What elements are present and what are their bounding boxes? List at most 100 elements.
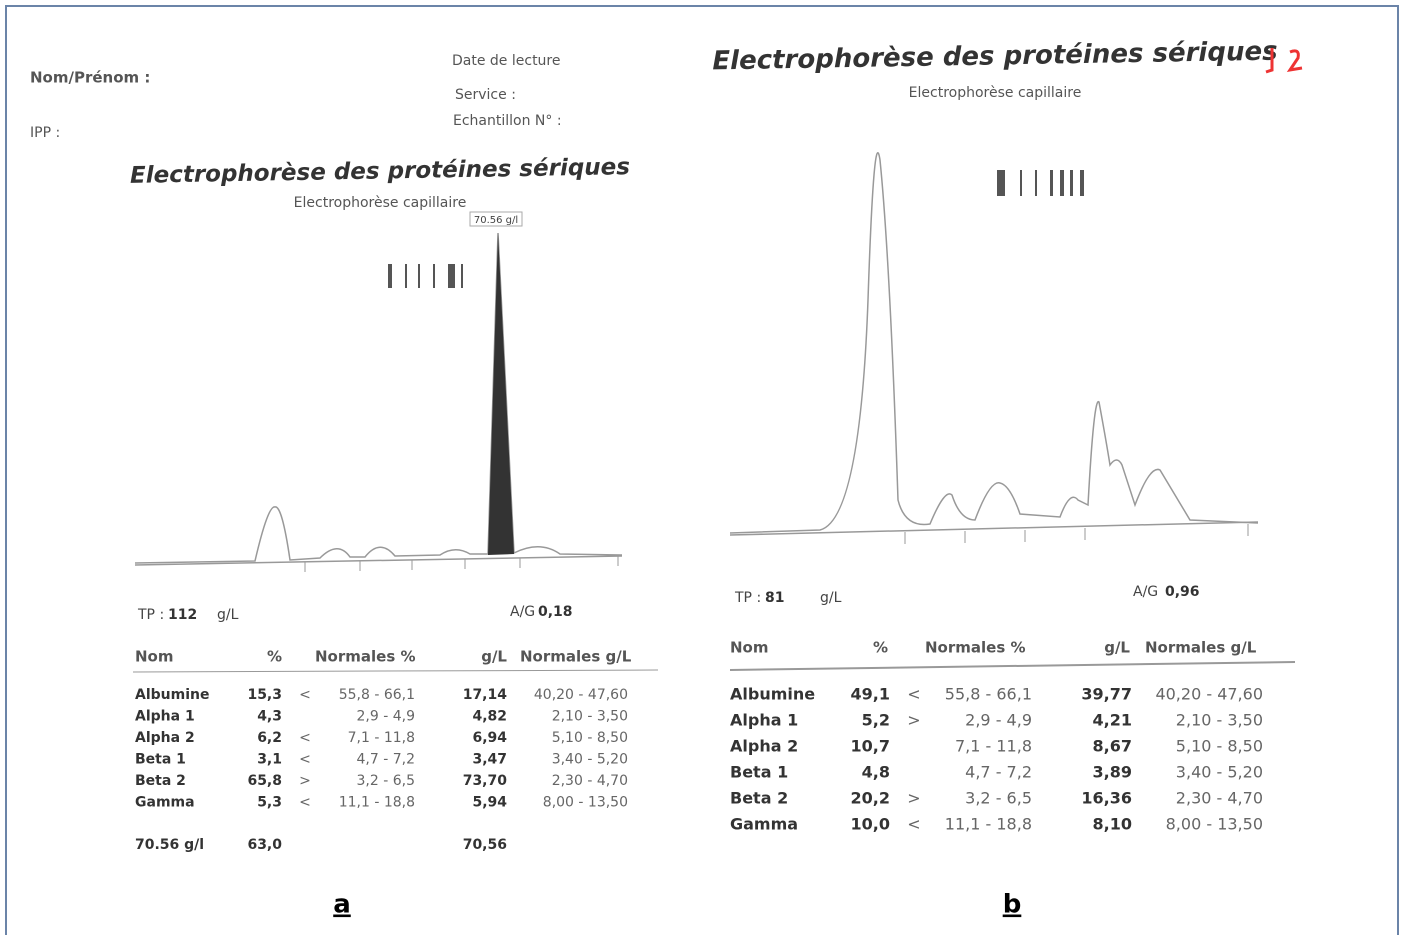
table-cell: Beta 2: [730, 789, 788, 808]
table-cell: 20,2: [851, 789, 890, 808]
table-cell: Alpha 1: [135, 709, 195, 725]
sample-label: Echantillon N° :: [453, 113, 562, 129]
table-cell: 3,1: [257, 752, 282, 768]
table-cell: 4,82: [472, 709, 507, 725]
tp-unit: g/L: [820, 590, 842, 606]
table-cell: 3,2 - 6,5: [965, 789, 1032, 808]
table-cell: <: [907, 815, 920, 834]
column-header: Normales %: [315, 648, 416, 666]
table-cell: 16,36: [1081, 789, 1132, 808]
table-cell: 5,94: [472, 795, 507, 811]
subtitle: Electrophorèse capillaire: [909, 85, 1082, 101]
table-cell: 2,10 - 3,50: [1176, 711, 1263, 730]
table-cell: 2,30 - 4,70: [1176, 789, 1263, 808]
table-cell: 2,9 - 4,9: [357, 709, 415, 725]
tp-value: 112: [168, 607, 197, 623]
table-cell: 5,2: [862, 711, 890, 730]
table-cell: 2,30 - 4,70: [552, 773, 628, 789]
page: Nom/Prénom : IPP : Date de lecture Servi…: [0, 0, 1405, 935]
column-header: Nom: [730, 639, 769, 657]
table-cell: >: [299, 773, 311, 789]
table-cell: 3,89: [1093, 763, 1132, 782]
table-cell: >: [907, 789, 920, 808]
table-cell: 55,8 - 66,1: [339, 687, 415, 703]
service-label: Service :: [455, 87, 516, 103]
tp-unit: g/L: [217, 607, 239, 623]
table-cell: <: [299, 795, 311, 811]
table-cell: 39,77: [1081, 685, 1132, 704]
table-cell: 6,2: [257, 730, 282, 746]
date-label: Date de lecture: [452, 53, 561, 69]
table-cell: 2,9 - 4,9: [965, 711, 1032, 730]
column-header: %: [873, 639, 888, 657]
table-cell: <: [299, 752, 311, 768]
table-cell: Albumine: [730, 685, 815, 704]
table-cell: 8,10: [1093, 815, 1132, 834]
peak-label: 70.56 g/l: [474, 215, 518, 226]
table-cell: 3,40 - 5,20: [552, 752, 628, 768]
caption: b: [1003, 890, 1022, 920]
footer-cell: 70,56: [463, 837, 507, 853]
table-cell: 65,8: [247, 773, 282, 789]
tp-value: 81: [765, 590, 784, 606]
name-label: Nom/Prénom :: [30, 69, 150, 87]
table-cell: 6,94: [472, 730, 507, 746]
table-cell: 55,8 - 66,1: [945, 685, 1032, 704]
tp-label: TP :: [734, 590, 761, 606]
table-cell: 11,1 - 18,8: [945, 815, 1032, 834]
footer-cell: 70.56 g/l: [135, 837, 204, 853]
table-cell: 8,00 - 13,50: [1166, 815, 1263, 834]
table-cell: 11,1 - 18,8: [339, 795, 415, 811]
table-cell: 4,3: [257, 709, 282, 725]
table-cell: 15,3: [247, 687, 282, 703]
table-cell: 49,1: [851, 685, 890, 704]
table-cell: 17,14: [463, 687, 508, 703]
table-cell: 8,00 - 13,50: [543, 795, 628, 811]
table-cell: 7,1 - 11,8: [348, 730, 415, 746]
table-cell: Beta 1: [730, 763, 788, 782]
table-cell: 4,7 - 7,2: [357, 752, 415, 768]
ag-label: A/G: [1133, 584, 1158, 600]
table-cell: 2,10 - 3,50: [552, 709, 628, 725]
tp-label: TP :: [137, 607, 164, 623]
column-header: %: [267, 648, 282, 666]
ag-value: 0,96: [1165, 584, 1200, 600]
table-cell: 4,21: [1093, 711, 1132, 730]
ag-value: 0,18: [538, 604, 573, 620]
column-header: Nom: [135, 648, 174, 666]
caption: a: [333, 890, 351, 920]
table-cell: Beta 2: [135, 773, 186, 789]
column-header: Normales g/L: [1145, 639, 1257, 657]
table-cell: <: [907, 685, 920, 704]
table-cell: Alpha 2: [730, 737, 798, 756]
table-cell: 10,7: [851, 737, 890, 756]
footer-cell: 63,0: [247, 837, 282, 853]
table-cell: 8,67: [1093, 737, 1132, 756]
table-cell: <: [299, 730, 311, 746]
column-header: Normales %: [925, 639, 1026, 657]
table-cell: 73,70: [463, 773, 508, 789]
table-cell: Gamma: [730, 815, 798, 834]
ag-label: A/G: [510, 604, 535, 620]
table-cell: 40,20 - 47,60: [534, 687, 628, 703]
table-cell: 5,10 - 8,50: [1176, 737, 1263, 756]
table-cell: 3,47: [472, 752, 507, 768]
column-header: g/L: [481, 648, 507, 666]
table-cell: Beta 1: [135, 752, 186, 768]
table-cell: >: [907, 711, 920, 730]
table-cell: Albumine: [135, 687, 209, 703]
table-cell: 5,3: [257, 795, 282, 811]
table-cell: 5,10 - 8,50: [552, 730, 628, 746]
table-cell: Gamma: [135, 795, 195, 811]
table-cell: 4,8: [862, 763, 890, 782]
column-header: g/L: [1104, 639, 1130, 657]
table-cell: <: [299, 687, 311, 703]
table-cell: 10,0: [851, 815, 890, 834]
table-cell: Alpha 1: [730, 711, 798, 730]
table-cell: 40,20 - 47,60: [1155, 685, 1263, 704]
table-cell: 4,7 - 7,2: [965, 763, 1032, 782]
subtitle: Electrophorèse capillaire: [294, 195, 467, 211]
table-cell: 3,2 - 6,5: [357, 773, 415, 789]
table-cell: 7,1 - 11,8: [955, 737, 1032, 756]
table-cell: Alpha 2: [135, 730, 195, 746]
